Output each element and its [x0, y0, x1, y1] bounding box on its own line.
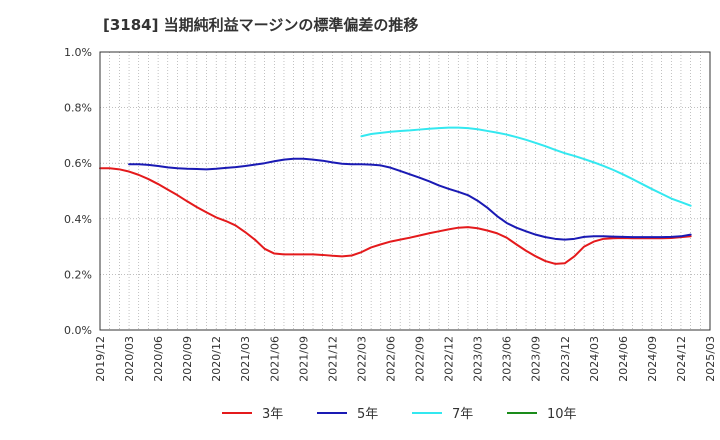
legend-label: 7年 [452, 407, 473, 422]
x-tick-label: 2020/03 [123, 336, 136, 382]
y-tick-label: 1.0% [64, 46, 92, 59]
legend: 3年 5年 7年 10年 [222, 407, 577, 422]
legend-label: 10年 [547, 407, 577, 422]
x-tick-label: 2023/03 [472, 336, 485, 382]
x-tick-label: 2019/12 [94, 336, 107, 382]
plot-frame [99, 51, 711, 331]
x-tick-label: 2024/06 [617, 336, 630, 382]
x-tick-label: 2022/03 [355, 336, 368, 382]
x-tick-label: 2024/03 [588, 336, 601, 382]
x-tick-label: 2021/03 [239, 336, 252, 382]
x-tick-label: 2023/06 [501, 336, 514, 382]
y-tick-label: 0.8% [64, 102, 92, 115]
series-line [360, 126, 692, 207]
grid [100, 52, 710, 330]
legend-label: 5年 [357, 407, 378, 422]
y-tick-label: 0.0% [64, 324, 92, 337]
series-line [128, 157, 692, 241]
x-axis-ticks: 2019/12 2020/03 2020/06 2020/09 2020/12 2021/… [94, 336, 717, 382]
chart-title: [3184] 当期純利益マージンの標準偏差の推移 [103, 16, 418, 34]
x-tick-label: 2025/03 [704, 336, 717, 382]
x-tick-label: 2020/06 [152, 336, 165, 382]
y-tick-label: 0.6% [64, 157, 92, 170]
x-tick-label: 2023/09 [530, 336, 543, 382]
y-tick-label: 0.2% [64, 268, 92, 281]
x-tick-label: 2020/12 [210, 336, 223, 382]
x-tick-label: 2021/06 [268, 336, 281, 382]
legend-label: 3年 [262, 407, 283, 422]
plot-area [100, 52, 710, 330]
x-tick-label: 2024/09 [646, 336, 659, 382]
x-tick-label: 2021/12 [326, 336, 339, 382]
x-tick-label: 2024/12 [675, 336, 688, 382]
y-tick-label: 0.4% [64, 213, 92, 226]
y-axis-ticks: 0.0% 0.2% 0.4% 0.6% 0.8% 1.0% [64, 46, 92, 337]
series-layer [99, 126, 692, 265]
series-line [99, 167, 692, 265]
x-tick-label: 2022/12 [443, 336, 456, 382]
x-tick-label: 2023/12 [559, 336, 572, 382]
x-tick-label: 2021/09 [297, 336, 310, 382]
x-tick-label: 2022/09 [414, 336, 427, 382]
x-tick-label: 2020/09 [181, 336, 194, 382]
x-tick-label: 2022/06 [384, 336, 397, 382]
